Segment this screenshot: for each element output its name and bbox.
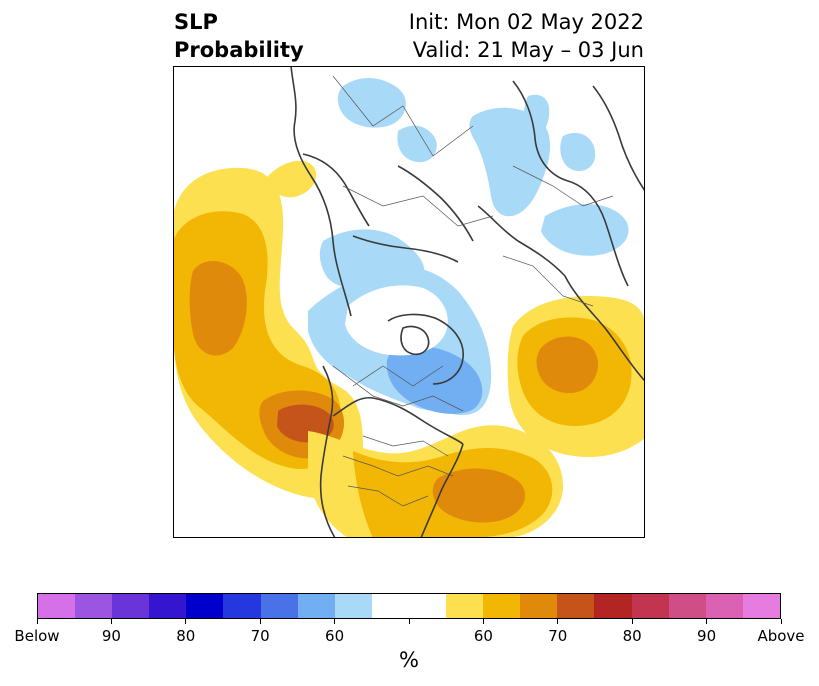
pacific-high-anomaly (173, 167, 363, 499)
colorbar-segment (334, 594, 372, 618)
title-line-slp: SLP (174, 10, 218, 34)
colorbar-tick-label: 60 (325, 627, 345, 645)
colorbar-tick-mark (259, 619, 261, 624)
europe-high-anomaly (507, 296, 645, 458)
date-info: Init: Mon 02 May 2022 Valid: 21 May – 03… (409, 8, 644, 64)
aleutian-anomaly (268, 160, 317, 198)
colorbar-segment (668, 594, 706, 618)
colorbar-tick-label: 90 (697, 627, 717, 645)
colorbar-segment (297, 594, 335, 618)
colorbar-tick-label: 70 (548, 627, 568, 645)
atlantic-high-anomaly (308, 425, 563, 538)
chart-title: SLP Probability (174, 8, 304, 64)
colorbar-segment (223, 594, 261, 618)
colorbar-tick-mark (631, 619, 633, 624)
valid-range: Valid: 21 May – 03 Jun (412, 38, 644, 62)
colorbar-segment (705, 594, 743, 618)
colorbar-tick-label: 70 (250, 627, 270, 645)
colorbar-tick-mark (482, 619, 484, 624)
colorbar-segment (557, 594, 595, 618)
colorbar-segment (446, 594, 484, 618)
colorbar-tick-mark (780, 619, 782, 624)
colorbar-tick-mark (557, 619, 559, 624)
colorbar-segment (260, 594, 298, 618)
colorbar-tick-mark (36, 619, 38, 624)
colorbar-tick-label: 80 (622, 627, 642, 645)
colorbar-tick-label: 80 (176, 627, 196, 645)
init-date: Init: Mon 02 May 2022 (408, 10, 644, 34)
colorbar-tick-mark (110, 619, 112, 624)
colorbar-tick-mark (408, 619, 410, 624)
colorbar-tick-label: 60 (473, 627, 493, 645)
colorbar-segment (408, 594, 447, 618)
colorbar-segment (371, 594, 409, 618)
political-boundaries (332, 75, 614, 507)
title-line-probability: Probability (174, 38, 304, 62)
colorbar-segment (38, 594, 76, 618)
colorbar-unit-label: % (399, 648, 419, 672)
low-anomaly-regions (308, 78, 629, 416)
colorbar-tick-mark (706, 619, 708, 624)
colorbar (37, 593, 781, 619)
map-border (173, 66, 645, 538)
colorbar-segment (149, 594, 187, 618)
map-panel (173, 66, 645, 538)
coastlines (290, 66, 645, 538)
colorbar-segment (520, 594, 558, 618)
colorbar-tick-label: 90 (101, 627, 121, 645)
polar-map (173, 66, 645, 538)
colorbar-tick-label: Above (757, 627, 805, 645)
colorbar-segment (186, 594, 224, 618)
colorbar-segment (631, 594, 669, 618)
colorbar-segment (112, 594, 150, 618)
colorbar-segment (75, 594, 113, 618)
colorbar-segment (483, 594, 521, 618)
colorbar-tick-mark (334, 619, 336, 624)
colorbar-tick-label: Below (14, 627, 60, 645)
colorbar-segment (742, 594, 780, 618)
colorbar-segment (594, 594, 632, 618)
colorbar-tick-mark (185, 619, 187, 624)
